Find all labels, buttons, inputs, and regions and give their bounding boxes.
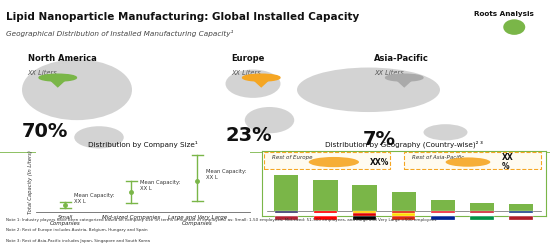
Text: Mean Capacity:
XX L: Mean Capacity: XX L — [74, 193, 114, 204]
Text: Mean Capacity:
XX L: Mean Capacity: XX L — [140, 180, 180, 191]
Bar — [431, 200, 455, 211]
Text: XX Liters: XX Liters — [231, 69, 261, 76]
Text: North America: North America — [28, 54, 96, 63]
FancyBboxPatch shape — [274, 211, 298, 213]
FancyBboxPatch shape — [392, 216, 415, 220]
Ellipse shape — [245, 107, 294, 133]
Text: Asia-Pacific: Asia-Pacific — [374, 54, 429, 63]
FancyBboxPatch shape — [353, 216, 376, 220]
FancyBboxPatch shape — [314, 216, 337, 220]
Ellipse shape — [424, 124, 468, 140]
FancyBboxPatch shape — [470, 213, 494, 216]
FancyBboxPatch shape — [392, 213, 415, 216]
Text: Geographical Distribution of Installed Manufacturing Capacity¹: Geographical Distribution of Installed M… — [6, 30, 233, 37]
Text: Roots Analysis: Roots Analysis — [474, 11, 534, 17]
Text: 70%: 70% — [22, 122, 68, 141]
Text: XX%: XX% — [370, 157, 389, 167]
FancyBboxPatch shape — [353, 213, 376, 216]
Title: Distribution by Geography (Country-wise)² ³: Distribution by Geography (Country-wise)… — [324, 140, 483, 148]
Circle shape — [386, 74, 423, 81]
Bar — [353, 185, 377, 211]
Text: Lipid Nanoparticle Manufacturing: Global Installed Capacity: Lipid Nanoparticle Manufacturing: Global… — [6, 12, 359, 22]
Ellipse shape — [503, 19, 525, 35]
Text: 7%: 7% — [363, 130, 396, 149]
Text: Europe: Europe — [231, 54, 265, 63]
FancyBboxPatch shape — [431, 213, 454, 216]
Ellipse shape — [74, 126, 124, 149]
FancyBboxPatch shape — [431, 211, 454, 213]
FancyBboxPatch shape — [314, 211, 337, 213]
Ellipse shape — [446, 157, 490, 167]
Bar — [392, 192, 416, 211]
Text: Note 2: Rest of Europe includes Austria, Belgium, Hungary and Spain: Note 2: Rest of Europe includes Austria,… — [6, 228, 147, 232]
Y-axis label: Total Capacity (In Liters): Total Capacity (In Liters) — [28, 150, 33, 214]
Bar — [314, 180, 338, 211]
Bar — [509, 205, 533, 211]
FancyBboxPatch shape — [392, 211, 415, 213]
FancyBboxPatch shape — [264, 152, 390, 169]
Bar — [470, 203, 494, 211]
FancyBboxPatch shape — [431, 216, 454, 220]
FancyBboxPatch shape — [509, 216, 533, 220]
Text: Rest of Asia-Pacific: Rest of Asia-Pacific — [412, 155, 464, 160]
Ellipse shape — [297, 67, 440, 112]
FancyBboxPatch shape — [470, 216, 494, 220]
Text: Rest of Europe: Rest of Europe — [272, 155, 313, 160]
FancyBboxPatch shape — [274, 213, 298, 216]
FancyBboxPatch shape — [509, 213, 533, 216]
FancyBboxPatch shape — [274, 216, 298, 220]
FancyBboxPatch shape — [470, 211, 494, 213]
Text: Note 3: Rest of Asia-Pacific includes Japan, Singapore and South Korea: Note 3: Rest of Asia-Pacific includes Ja… — [6, 239, 150, 243]
Bar — [274, 175, 299, 211]
Ellipse shape — [226, 69, 280, 98]
Ellipse shape — [22, 60, 132, 120]
Ellipse shape — [309, 157, 359, 167]
Circle shape — [243, 74, 280, 81]
Text: XX Liters: XX Liters — [28, 69, 57, 76]
Polygon shape — [398, 81, 411, 87]
Text: Note 1: Industry players have been categorized based on company size (in terms o: Note 1: Industry players have been categ… — [6, 218, 436, 222]
Polygon shape — [255, 81, 268, 87]
Text: XX Liters: XX Liters — [374, 69, 404, 76]
Polygon shape — [51, 81, 64, 87]
Text: Mean Capacity:
XX L: Mean Capacity: XX L — [206, 169, 246, 180]
Text: 23%: 23% — [226, 126, 272, 145]
Title: Distribution by Company Size¹: Distribution by Company Size¹ — [88, 141, 198, 148]
FancyBboxPatch shape — [509, 211, 533, 213]
Text: XX
%: XX % — [502, 153, 513, 171]
Circle shape — [39, 74, 76, 81]
FancyBboxPatch shape — [404, 152, 541, 169]
FancyBboxPatch shape — [353, 211, 376, 213]
FancyBboxPatch shape — [314, 213, 337, 216]
